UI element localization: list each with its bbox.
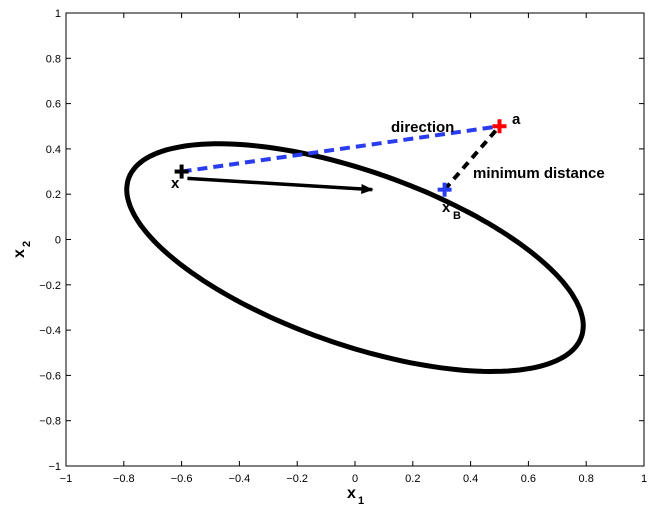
direction-arrow: [187, 176, 374, 194]
y-tick-label: −1: [48, 461, 61, 473]
x-tick-label: −0.8: [113, 473, 135, 485]
direction-line: [181, 124, 500, 174]
y-axis-label: x 2: [11, 241, 33, 258]
x-tick-label: −0.4: [229, 473, 251, 485]
x-tick-label: 0.8: [579, 473, 594, 485]
x-axis-label-sub: 1: [358, 495, 364, 507]
minimum-distance-label: minimum distance: [473, 165, 605, 182]
y-tick-label: −0.2: [39, 280, 61, 292]
x-tick-label: 0.2: [405, 473, 420, 485]
x-tick-label: −0.6: [171, 473, 193, 485]
x-axis-label-main: x: [347, 485, 356, 502]
y-tick-label: −0.4: [39, 325, 61, 337]
x-axis-label: x 1: [347, 485, 364, 507]
point-a-label: a: [512, 111, 521, 128]
plot-frame: [65, 12, 645, 467]
point-x-marker: [174, 164, 189, 179]
point-xb-label-main: x: [442, 199, 451, 216]
y-axis-label-main: x: [11, 249, 28, 258]
x-tick-label: 0.4: [463, 473, 478, 485]
point-xb-label-sub: B: [453, 210, 461, 222]
x-tick-label: 1: [641, 473, 647, 485]
y-tick-label: 0.6: [46, 99, 61, 111]
x-tick-label: −0.2: [286, 473, 308, 485]
y-axis-ticks: −1 −0.8 −0.6 −0.4 −0.2 0 0.2 0.4 0.6 0.8 1: [39, 8, 644, 473]
point-xb-label: x B: [442, 199, 461, 222]
y-tick-label: 0.2: [46, 189, 61, 201]
y-tick-label: 1: [55, 8, 61, 20]
y-tick-label: 0.8: [46, 53, 61, 65]
x-tick-label: −1: [60, 473, 73, 485]
y-tick-label: −0.6: [39, 370, 61, 382]
y-tick-label: 0.4: [46, 144, 61, 156]
point-a-marker: [492, 119, 507, 134]
point-xb-marker: [437, 182, 452, 197]
x-tick-label: 0: [352, 473, 358, 485]
x-tick-label: 0.6: [521, 473, 536, 485]
y-tick-label: −0.8: [39, 416, 61, 428]
point-x-label: x: [171, 175, 180, 192]
ellipse-curve: [124, 141, 586, 375]
y-tick-label: 0: [55, 235, 61, 247]
x-axis-ticks: −1 −0.8 −0.6 −0.4 −0.2 0 0.2 0.4 0.6 0.8 1: [60, 13, 647, 485]
direction-label: direction: [391, 119, 454, 136]
y-axis-label-sub: 2: [21, 241, 33, 247]
